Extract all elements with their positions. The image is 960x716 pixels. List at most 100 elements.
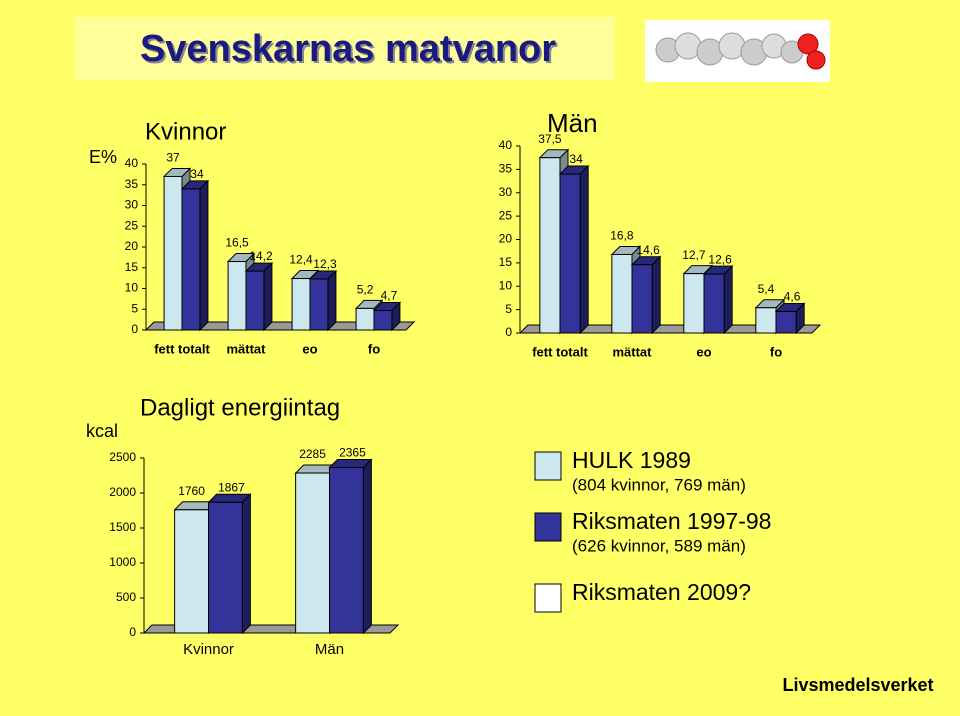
- bar-side-shade: [327, 270, 336, 330]
- value-label: 5,2: [357, 283, 374, 297]
- bar-top-shade: [704, 266, 733, 275]
- bar-top-shade: [174, 501, 217, 510]
- value-label: 14,2: [249, 249, 273, 263]
- bar-top-shade: [329, 459, 372, 468]
- value-label: 37: [166, 151, 180, 165]
- bar-top-shade: [295, 465, 338, 474]
- bar-top-shade: [164, 168, 190, 177]
- y-axis-label: kcal: [86, 421, 118, 441]
- value-label: 12,6: [708, 252, 732, 266]
- chart-title: Män: [547, 108, 598, 138]
- legend-label: Riksmaten 1997-98: [572, 508, 771, 534]
- y-tick-label: 15: [125, 260, 139, 274]
- y-tick-label: 1500: [109, 520, 136, 534]
- bar: [755, 307, 777, 334]
- bar: [611, 253, 633, 334]
- legend-swatch: [534, 583, 562, 613]
- y-tick-label: 5: [505, 302, 512, 316]
- value-label: 2365: [339, 446, 366, 460]
- bar-side-shade: [796, 303, 805, 333]
- bar-top-shade: [356, 300, 382, 309]
- footer: Livsmedelsverket: [782, 675, 933, 695]
- value-label: 34: [569, 152, 583, 166]
- bar-side-shade: [724, 266, 733, 333]
- value-label: 1867: [218, 480, 245, 494]
- bar: [683, 273, 705, 334]
- bar: [373, 309, 393, 331]
- bar-top-shade: [611, 246, 640, 255]
- bar: [559, 173, 581, 334]
- y-tick-label: 25: [499, 208, 513, 222]
- legend-swatch: [534, 512, 562, 542]
- legend-swatch: [534, 451, 562, 481]
- y-tick-label: 1000: [109, 555, 136, 569]
- bar-top-shade: [755, 299, 784, 308]
- molecule-image: [645, 20, 830, 82]
- value-label: 12,4: [289, 253, 313, 267]
- bar-top-shade: [560, 166, 589, 175]
- x-tick-label: fett totalt: [532, 344, 588, 359]
- legend-label: Riksmaten 2009?: [572, 579, 751, 605]
- bar-top-shade: [228, 253, 254, 262]
- bar-side-shade: [391, 302, 400, 330]
- title: Svenskarnas matvanor: [140, 28, 556, 70]
- bar-side-shade: [242, 494, 251, 633]
- y-tick-label: 0: [131, 322, 138, 336]
- title-box: [75, 17, 615, 80]
- y-tick-label: 10: [125, 281, 139, 295]
- bar-top-shade: [776, 303, 805, 312]
- bar: [309, 278, 329, 331]
- value-label: 4,6: [784, 290, 801, 304]
- x-tick-label: eo: [302, 341, 317, 356]
- y-tick-label: 0: [505, 325, 512, 339]
- y-axis-label: E%: [89, 147, 117, 167]
- value-label: 12,3: [313, 257, 337, 271]
- legend-note: (804 kvinnor, 769 män): [572, 475, 746, 494]
- bar-side-shade: [652, 256, 661, 333]
- bar: [703, 273, 725, 334]
- bar-side-shade: [363, 459, 372, 633]
- x-tick-label: Män: [315, 641, 344, 658]
- y-tick-label: 0: [129, 625, 136, 639]
- x-tick-label: Kvinnor: [183, 641, 234, 658]
- bar-top-shade: [246, 263, 272, 272]
- bar: [174, 509, 209, 634]
- y-tick-label: 35: [125, 177, 139, 191]
- bar: [245, 270, 265, 331]
- y-tick-label: 20: [125, 239, 139, 253]
- title-shadow: Svenskarnas matvanor: [142, 30, 558, 72]
- value-label: 14,6: [636, 243, 660, 257]
- chart-title: Kvinnor: [145, 118, 226, 145]
- y-tick-label: 2500: [109, 450, 136, 464]
- bar: [539, 157, 561, 334]
- y-tick-label: 10: [499, 278, 513, 292]
- y-tick-label: 5: [131, 301, 138, 315]
- x-tick-label: fett totalt: [154, 341, 210, 356]
- bar: [775, 310, 797, 334]
- bar: [329, 466, 364, 634]
- value-label: 34: [190, 167, 204, 181]
- bar-top-shade: [374, 302, 400, 311]
- bar: [227, 261, 247, 331]
- bar: [208, 501, 243, 634]
- value-label: 12,7: [682, 248, 706, 262]
- chart-title: Dagligt energiintag: [140, 394, 340, 421]
- bar: [181, 188, 201, 331]
- value-label: 16,5: [225, 236, 249, 250]
- value-label: 1760: [178, 484, 205, 498]
- bar: [163, 175, 183, 331]
- bar-side-shade: [580, 166, 589, 333]
- bar-side-shade: [199, 180, 208, 330]
- bar-top-shade: [208, 494, 251, 503]
- bar-top-shade: [310, 270, 336, 279]
- bar: [631, 264, 653, 334]
- value-label: 2285: [299, 447, 326, 461]
- y-tick-label: 20: [499, 232, 513, 246]
- bar-top-shade: [182, 180, 208, 189]
- bar: [295, 472, 330, 634]
- y-tick-label: 500: [116, 590, 136, 604]
- x-tick-label: mättat: [226, 341, 266, 356]
- value-label: 16,8: [610, 229, 634, 243]
